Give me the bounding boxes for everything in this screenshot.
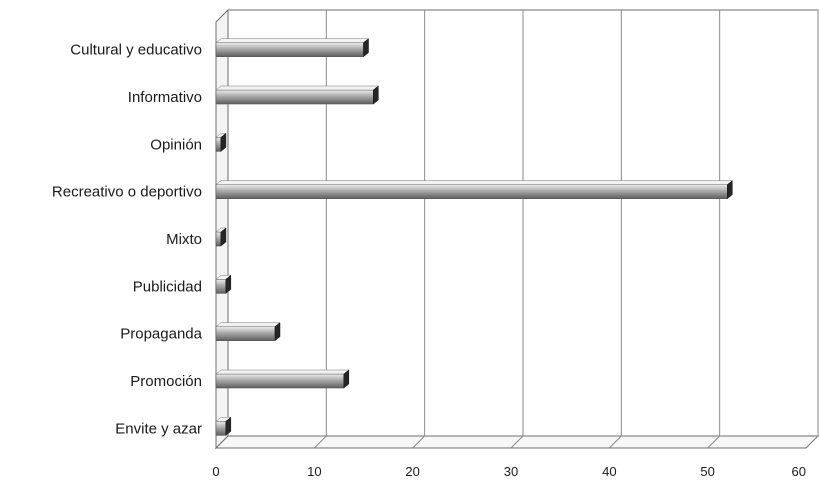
bar-end <box>225 274 232 294</box>
bar <box>215 85 380 105</box>
category-label: Propaganda <box>120 326 202 343</box>
x-tick-label: 20 <box>405 464 419 479</box>
bar-top <box>215 38 370 43</box>
category-label: Mixto <box>166 231 202 248</box>
gridline-floor <box>707 435 721 449</box>
gridline-floor <box>412 435 426 449</box>
bar-front <box>215 89 374 105</box>
x-tick-label: 50 <box>700 464 714 479</box>
bar-end <box>274 322 281 342</box>
category-label: Cultural y educativo <box>70 42 202 59</box>
bar <box>215 180 734 200</box>
gridline-floor <box>805 435 819 449</box>
bar-top <box>215 85 380 91</box>
category-label: Envite y azar <box>115 420 202 437</box>
bar <box>215 227 227 247</box>
x-tick-label: 0 <box>212 464 219 479</box>
bar-end <box>220 132 227 152</box>
bar-top <box>215 180 734 185</box>
category-label: Promoción <box>130 373 202 390</box>
bar-front <box>215 421 227 436</box>
bar-front <box>215 184 728 199</box>
category-label: Publicidad <box>133 278 202 295</box>
bar <box>215 274 232 294</box>
bar <box>215 416 232 436</box>
bar <box>215 132 227 152</box>
bar-front <box>215 326 276 341</box>
bar-top <box>215 322 281 327</box>
bar-end <box>225 416 232 436</box>
x-tick-label: 60 <box>792 464 806 479</box>
bar <box>215 38 370 58</box>
bar-top <box>215 369 350 375</box>
bar <box>215 322 281 342</box>
x-tick-label: 10 <box>307 464 321 479</box>
bar-front <box>215 137 222 152</box>
bar-end <box>727 180 733 200</box>
bar-front <box>215 373 345 389</box>
category-label: Recreativo o deportivo <box>52 184 202 201</box>
bar-end <box>220 227 227 247</box>
bar-front <box>215 42 364 57</box>
category-label: Informativo <box>128 89 202 106</box>
bar <box>215 369 350 389</box>
gridline-floor <box>510 435 524 449</box>
bar-front <box>215 279 227 294</box>
bar-end <box>343 369 350 389</box>
x-tick-label: 40 <box>602 464 616 479</box>
bar-end <box>363 38 369 58</box>
bar-end <box>373 85 379 105</box>
x-tick-label: 30 <box>504 464 518 479</box>
bar-front <box>215 231 222 247</box>
gridline-floor <box>313 435 327 449</box>
category-label: Opinión <box>150 136 202 153</box>
gridline-floor <box>608 435 622 449</box>
